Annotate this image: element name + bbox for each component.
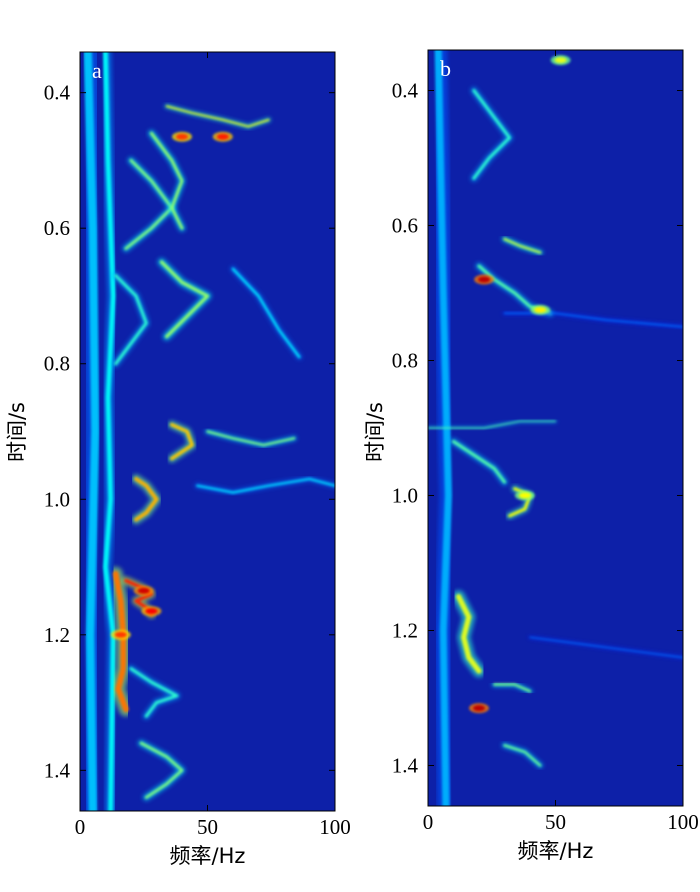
ridge-core (112, 570, 129, 713)
x-tick-label: 50 (545, 810, 566, 834)
ridge-core (529, 636, 683, 659)
y-tick-label: 0.6 (392, 214, 418, 238)
panel-b: 0.4 0.6 0.8 1.0 1.2 1.4 0 50 100 频率/Hz 时间/s b (363, 49, 699, 863)
x-tick-label: 100 (319, 815, 351, 839)
hotspot (554, 57, 567, 64)
y-tick-label: 0.4 (392, 79, 419, 103)
ridge-core (83, 52, 100, 811)
ridge-core (165, 105, 270, 128)
y-tick-label: 1.0 (44, 487, 70, 511)
hotspot (534, 306, 547, 313)
y-axis-label: 时间/s (5, 402, 29, 462)
hotspot (137, 587, 150, 594)
x-axis-label: 频率/Hz (170, 844, 246, 868)
ridge-core (149, 131, 184, 230)
ridge-core (139, 741, 184, 799)
ridge-core (472, 89, 512, 180)
panel-a: 0.4 0.6 0.8 1.0 1.2 1.4 0 50 100 频率/Hz 时间/s a (5, 51, 351, 868)
hotspot (216, 133, 229, 140)
hotspot (478, 276, 491, 283)
hotspot (518, 492, 531, 499)
ridge-core (231, 267, 301, 359)
ridge-core (455, 594, 482, 674)
x-tick-label: 0 (75, 815, 86, 839)
heatmap-ridges (428, 50, 683, 806)
ridge-core (428, 420, 557, 429)
ridge-core (503, 312, 683, 328)
hotspot (473, 705, 485, 712)
hotspot (176, 133, 188, 140)
ridge-core (503, 744, 542, 767)
y-tick-label: 1.4 (392, 754, 419, 778)
panel-label: b (440, 56, 451, 81)
ridge-core (114, 274, 148, 366)
x-tick-label: 50 (197, 815, 218, 839)
y-tick-label: 0.4 (44, 81, 71, 105)
y-tick-label: 1.0 (392, 484, 418, 508)
hotspot (145, 608, 158, 615)
ridge-core (503, 237, 542, 254)
x-axis-label: 频率/Hz (518, 839, 594, 863)
y-tick-label: 1.2 (392, 619, 418, 643)
ridge-core (196, 477, 335, 494)
hotspot (114, 631, 127, 638)
ridge-core (170, 423, 194, 461)
y-tick-label: 1.4 (44, 758, 71, 782)
x-tick-label: 100 (667, 810, 699, 834)
ridge-core (103, 52, 116, 811)
ridge-core (129, 667, 179, 718)
x-tick-label: 0 (423, 810, 434, 834)
y-tick-label: 0.6 (44, 216, 70, 240)
panel-label: a (92, 58, 102, 83)
ridge-core (452, 440, 506, 484)
ridge-core (206, 430, 296, 447)
y-axis-label: 时间/s (363, 402, 387, 462)
ridge-core (434, 50, 452, 806)
y-tick-label: 0.8 (392, 349, 418, 373)
ridge-core (159, 260, 210, 339)
y-tick-label: 0.8 (44, 352, 70, 376)
ridge-core (493, 683, 532, 693)
y-tick-label: 1.2 (44, 623, 70, 647)
ridge-core (134, 477, 159, 522)
